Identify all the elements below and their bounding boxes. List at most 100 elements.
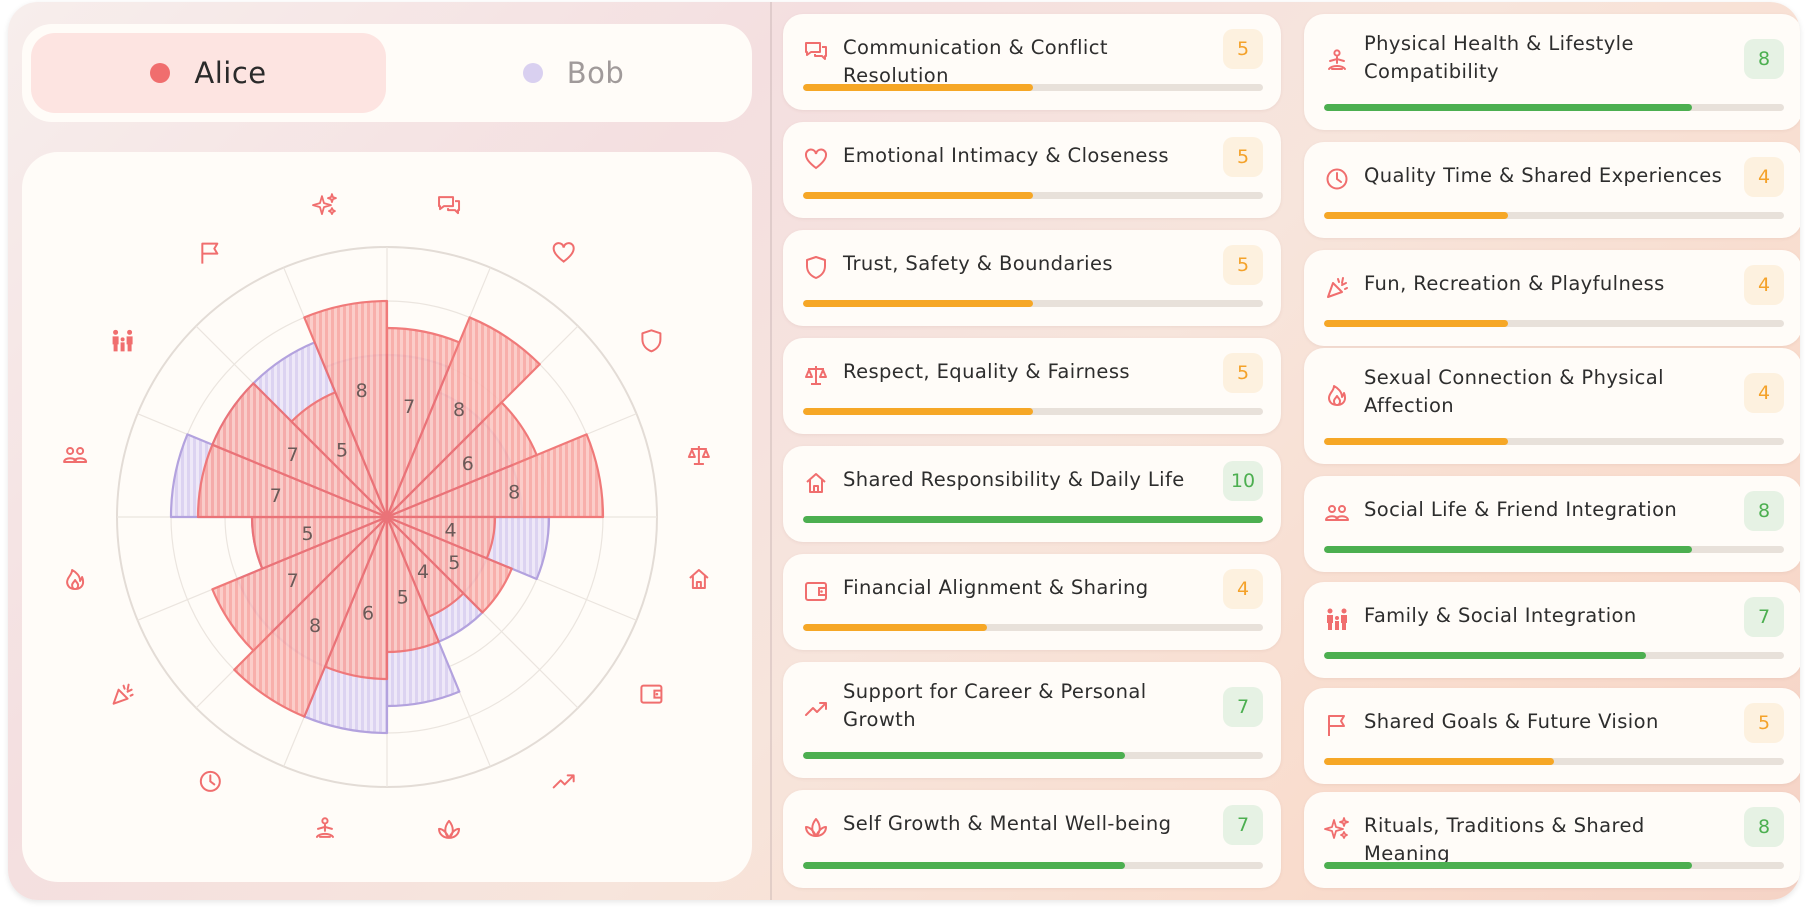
people-icon bbox=[63, 446, 88, 463]
chat-icon bbox=[438, 196, 461, 215]
category-card[interactable]: Financial Alignment & Sharing 4 bbox=[783, 554, 1281, 650]
flag-icon bbox=[201, 242, 219, 264]
score-bar-track bbox=[803, 752, 1263, 759]
trending-up-icon bbox=[805, 702, 827, 716]
shield-icon bbox=[806, 256, 826, 279]
card-title: Physical Health & Lifestyle Compatibilit… bbox=[1364, 32, 1634, 83]
partner-toggle: Alice Bob bbox=[22, 24, 752, 122]
score-bar-track bbox=[1324, 652, 1784, 659]
card-title: Rituals, Traditions & Shared Meaning bbox=[1364, 814, 1645, 865]
score-bar-track bbox=[803, 300, 1263, 307]
card-score: 4 bbox=[1744, 373, 1784, 413]
bob-dot bbox=[522, 63, 543, 83]
card-score: 4 bbox=[1744, 265, 1784, 305]
chat-icon bbox=[805, 42, 827, 60]
category-card[interactable]: Trust, Safety & Boundaries 5 bbox=[783, 230, 1281, 326]
card-score: 4 bbox=[1744, 157, 1784, 197]
score-bar-fill bbox=[803, 862, 1125, 869]
sparkles-icon bbox=[1324, 817, 1349, 839]
score-bar-fill bbox=[1324, 758, 1554, 765]
score-bar-track bbox=[1324, 862, 1784, 869]
alice-dot bbox=[150, 63, 171, 83]
value-label: 8 bbox=[508, 482, 520, 504]
card-title: Shared Goals & Future Vision bbox=[1364, 710, 1659, 733]
category-card[interactable]: Social Life & Friend Integration 8 bbox=[1304, 476, 1800, 572]
wallet-icon bbox=[805, 582, 827, 601]
lotus-icon bbox=[805, 818, 827, 837]
scales-icon bbox=[805, 366, 827, 385]
home-icon bbox=[689, 569, 709, 590]
score-bar-track bbox=[1324, 104, 1784, 111]
party-popper-icon bbox=[1327, 277, 1348, 298]
score-bar-fill bbox=[1324, 652, 1646, 659]
alice-wedge bbox=[385, 515, 513, 614]
flame-icon bbox=[1328, 385, 1346, 406]
score-bar-track bbox=[803, 84, 1263, 91]
scales-icon bbox=[687, 445, 710, 465]
category-card[interactable]: Self Growth & Mental Well-being 7 bbox=[783, 790, 1281, 888]
value-label: 5 bbox=[336, 440, 348, 462]
wallet-icon bbox=[640, 684, 663, 704]
score-bar-fill bbox=[1324, 546, 1692, 553]
value-label: 8 bbox=[356, 380, 368, 402]
card-score: 5 bbox=[1223, 245, 1263, 285]
card-score: 7 bbox=[1223, 687, 1263, 727]
card-title: Social Life & Friend Integration bbox=[1364, 498, 1678, 521]
category-card[interactable]: Quality Time & Shared Experiences 4 bbox=[1304, 142, 1800, 238]
score-bar-fill bbox=[803, 408, 1033, 415]
toggle-bob[interactable]: Bob bbox=[396, 33, 751, 113]
people-icon bbox=[1325, 505, 1349, 521]
score-bar-fill bbox=[1324, 862, 1692, 869]
value-label: 6 bbox=[362, 602, 374, 624]
score-bar-fill bbox=[1324, 320, 1508, 327]
category-card[interactable]: Rituals, Traditions & Shared Meaning 8 bbox=[1304, 792, 1800, 888]
score-bar-fill bbox=[803, 624, 987, 631]
category-card[interactable]: Sexual Connection & Physical Affection 4 bbox=[1304, 348, 1800, 464]
heart-icon bbox=[552, 242, 575, 263]
card-score: 5 bbox=[1223, 353, 1263, 393]
category-card[interactable]: Support for Career & Personal Growth 7 bbox=[783, 662, 1281, 778]
card-title: Shared Responsibility & Daily Life bbox=[843, 468, 1185, 491]
value-label: 4 bbox=[417, 561, 429, 583]
score-bar-track bbox=[803, 408, 1263, 415]
alice-wedge bbox=[303, 299, 389, 519]
card-title: Family & Social Integration bbox=[1364, 604, 1637, 627]
value-label: 8 bbox=[453, 399, 465, 421]
card-score: 8 bbox=[1744, 491, 1784, 531]
alice-wedge bbox=[385, 316, 541, 519]
alice-wedge bbox=[233, 515, 389, 718]
score-bar-fill bbox=[803, 752, 1125, 759]
category-card[interactable]: Physical Health & Lifestyle Compatibilit… bbox=[1304, 14, 1800, 130]
value-label: 8 bbox=[309, 615, 321, 637]
category-card[interactable]: Shared Responsibility & Daily Life 10 bbox=[783, 446, 1281, 542]
card-score: 5 bbox=[1744, 703, 1784, 743]
card-title: Communication & Conflict Resolution bbox=[843, 36, 1108, 87]
category-card[interactable]: Communication & Conflict Resolution 5 bbox=[783, 14, 1281, 110]
toggle-alice[interactable]: Alice bbox=[31, 33, 386, 113]
card-title: Fun, Recreation & Playfulness bbox=[1364, 272, 1665, 295]
shield-icon bbox=[641, 329, 662, 353]
card-score: 8 bbox=[1744, 807, 1784, 847]
card-score: 8 bbox=[1744, 39, 1784, 79]
card-title: Emotional Intimacy & Closeness bbox=[843, 144, 1169, 167]
score-bar-track bbox=[1324, 212, 1784, 219]
clock-icon bbox=[1326, 168, 1348, 190]
value-label: 7 bbox=[270, 485, 282, 507]
card-score: 5 bbox=[1223, 29, 1263, 69]
value-label: 6 bbox=[462, 453, 474, 475]
category-card[interactable]: Fun, Recreation & Playfulness 4 bbox=[1304, 250, 1800, 346]
card-title: Support for Career & Personal Growth bbox=[843, 680, 1147, 731]
score-bar-fill bbox=[803, 192, 1033, 199]
category-card[interactable]: Respect, Equality & Fairness 5 bbox=[783, 338, 1281, 434]
category-card[interactable]: Shared Goals & Future Vision 5 bbox=[1304, 688, 1800, 784]
card-title: Trust, Safety & Boundaries bbox=[843, 252, 1113, 275]
family-icon bbox=[1327, 608, 1347, 630]
score-bar-fill bbox=[1324, 438, 1508, 445]
score-bar-fill bbox=[803, 516, 1263, 523]
category-card[interactable]: Emotional Intimacy & Closeness 5 bbox=[783, 122, 1281, 218]
category-card[interactable]: Family & Social Integration 7 bbox=[1304, 582, 1800, 678]
flame-icon bbox=[66, 569, 85, 591]
score-bar-track bbox=[803, 862, 1263, 869]
